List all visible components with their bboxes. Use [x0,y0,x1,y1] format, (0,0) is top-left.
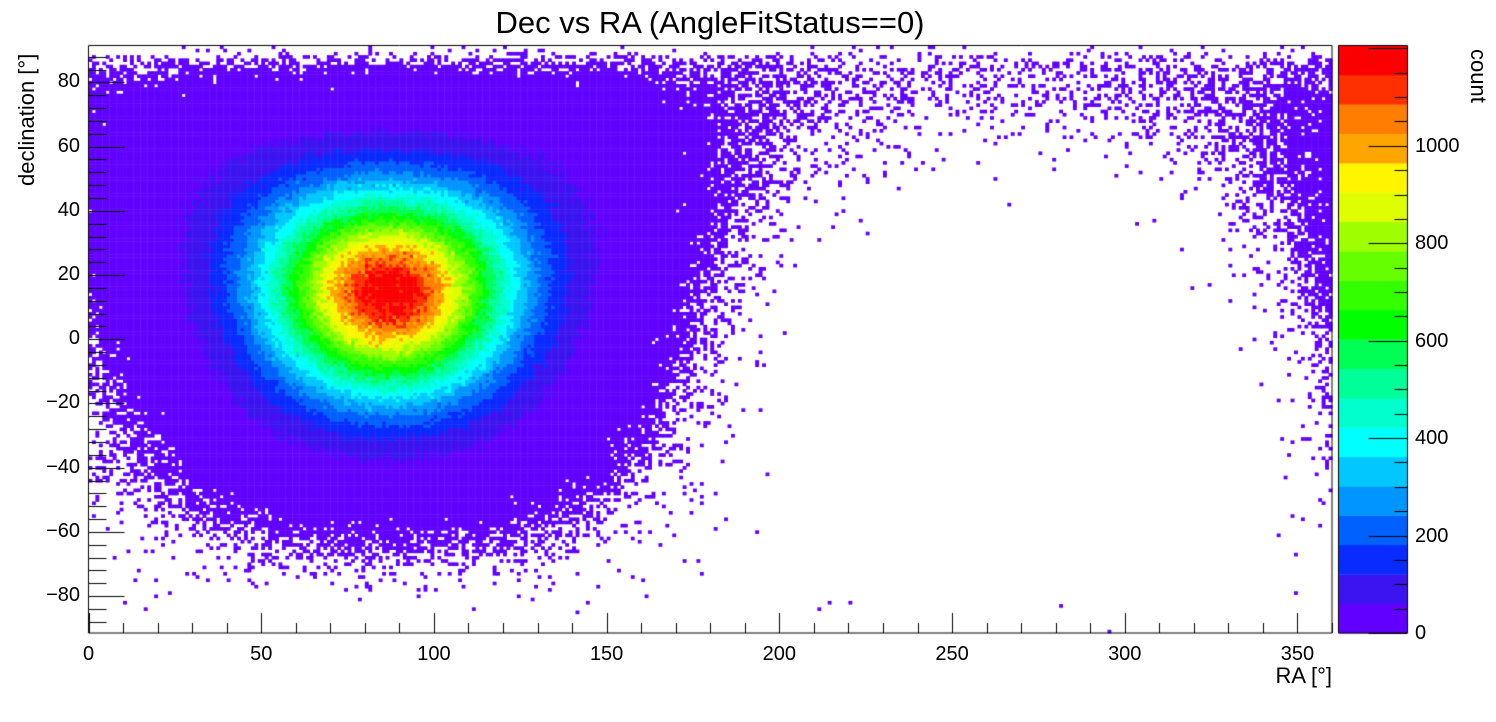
y-tick-label: 80 [57,70,80,93]
y-tick-label: −60 [46,519,80,542]
y-tick-label: −40 [46,455,80,478]
colorbar-tick-label: 600 [1415,329,1449,352]
y-tick-label: 20 [57,263,80,286]
y-tick-label: −20 [46,391,80,414]
x-tick-label: 300 [1108,643,1142,665]
colorbar-tick-label: 0 [1415,622,1427,644]
colorbar-tick-label: 800 [1415,232,1449,255]
x-axis-title: RA [°] [1275,663,1332,688]
y-tick-label: 0 [68,327,80,350]
y-tick-label: 40 [57,198,80,221]
x-tick-label: 100 [417,643,451,665]
x-tick-label: 150 [589,643,624,665]
colorbar-title: count [1466,49,1491,103]
colorbar-tick-label: 1000 [1415,134,1460,157]
x-tick-label: 250 [935,643,969,665]
x-tick-label: 350 [1280,643,1315,665]
chart-title: Dec vs RA (AngleFitStatus==0) [495,5,925,40]
x-tick-label: 50 [250,643,273,665]
colorbar-tick-label: 400 [1415,427,1449,450]
y-tick-label: −80 [46,584,80,607]
x-tick-label: 200 [762,643,797,665]
x-tick-label: 0 [82,643,95,665]
colorbar-tick-label: 200 [1415,524,1449,547]
y-tick-label: 60 [57,134,80,157]
